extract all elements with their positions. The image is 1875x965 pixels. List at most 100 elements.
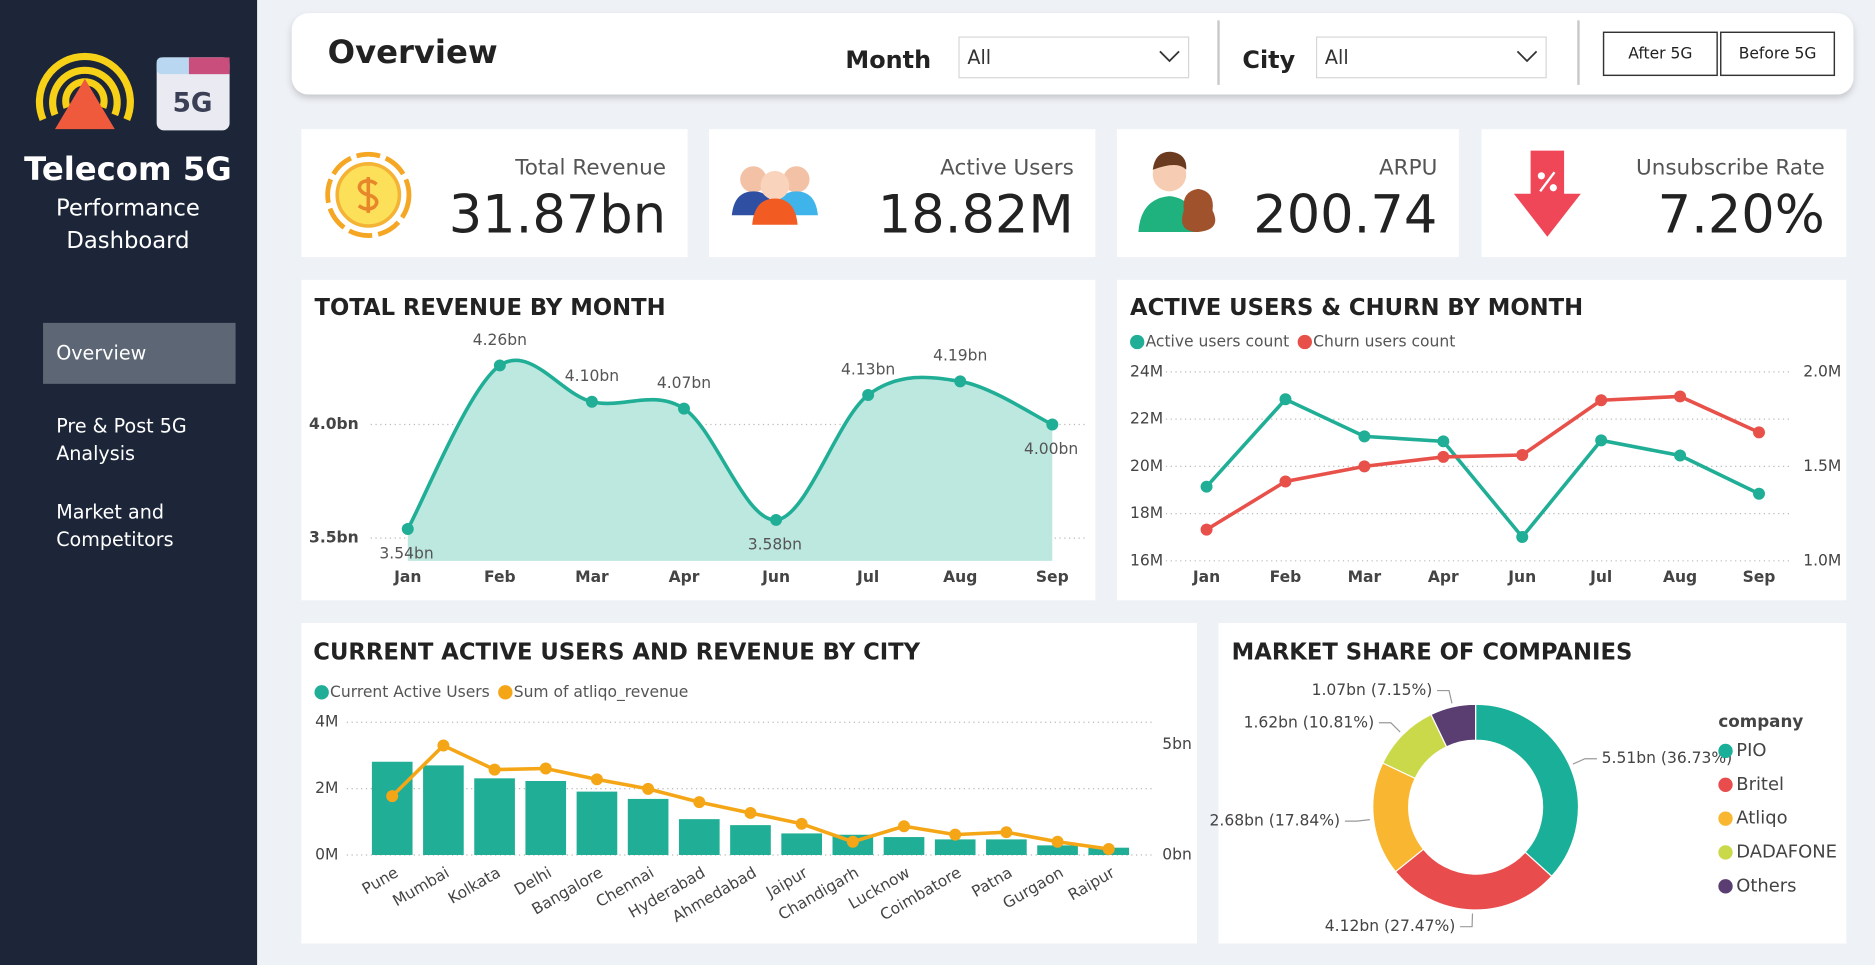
bar [934, 839, 976, 855]
x-tick-label: Jun [1507, 568, 1536, 586]
data-label: 4.26bn [473, 331, 527, 349]
series-line [1205, 397, 1760, 540]
point [1437, 450, 1450, 463]
bar [1037, 845, 1078, 855]
point [949, 828, 962, 841]
bar [781, 833, 822, 855]
point [1358, 430, 1371, 443]
arpu-icon [1138, 151, 1216, 232]
sidebar [0, 0, 258, 965]
toggle-button-label: After 5G [1628, 44, 1692, 62]
nav-item[interactable]: Analysis [56, 442, 135, 465]
data-label: 4.00bn [1024, 440, 1078, 458]
leader-line [1460, 913, 1474, 928]
y2-tick-label: 1.0M [1803, 551, 1841, 569]
point [693, 796, 706, 809]
legend-label: Active users count [1146, 332, 1290, 350]
y-tick-label: 16M [1130, 551, 1163, 569]
point [1000, 826, 1013, 839]
legend-swatch [1718, 811, 1733, 826]
y-tick-label: 4M [315, 713, 338, 731]
kpi-value: 7.20% [1658, 184, 1825, 245]
toggle-button[interactable] [1602, 31, 1718, 77]
kpi-value: 200.74 [1253, 184, 1437, 245]
data-label: 3.54bn [379, 545, 433, 563]
point [770, 513, 783, 526]
filter-label: City [1242, 46, 1295, 74]
data-label: 4.19bn [933, 347, 987, 365]
y-tick-label: 20M [1130, 457, 1163, 475]
nav-item[interactable]: Overview [56, 341, 146, 364]
point [437, 739, 450, 752]
point [1595, 394, 1608, 407]
legend-swatch [1718, 743, 1733, 759]
dropdown[interactable] [1315, 36, 1547, 79]
x-tick-label: Feb [1270, 568, 1302, 586]
chart-panel [1116, 279, 1847, 601]
y-tick-label: 2M [315, 779, 338, 797]
bar [730, 825, 771, 855]
legend-label: Sum of atliqo_revenue [514, 683, 689, 702]
kpi-label: Unsubscribe Rate [1636, 156, 1825, 181]
legend-label: Britel [1736, 774, 1784, 795]
point [1595, 434, 1608, 447]
point [1516, 449, 1529, 461]
data-label: 4.10bn [565, 367, 619, 385]
data-label: 4.12bn (27.47%) [1325, 917, 1456, 935]
bar [678, 819, 720, 855]
nav-item[interactable]: Market and [56, 500, 164, 523]
y-tick-label: 3.5bn [309, 529, 359, 547]
nav-item[interactable]: Competitors [56, 528, 173, 551]
app-subtitle: Performance [56, 196, 200, 222]
legend-swatch [1130, 334, 1145, 350]
legend-title: company [1718, 711, 1803, 731]
x-tick-label: Sep [1743, 568, 1776, 586]
kpi-value: 18.82M [878, 184, 1074, 245]
legend-label: Others [1736, 875, 1796, 896]
x-tick-label: Feb [484, 568, 516, 586]
chart-title: CURRENT ACTIVE USERS AND REVENUE BY CITY [313, 639, 920, 665]
kpi-label: Active Users [940, 156, 1074, 181]
point [642, 782, 655, 795]
point [1200, 523, 1213, 536]
data-label: 1.62bn (10.81%) [1244, 713, 1375, 731]
point [493, 359, 506, 372]
x-tick-label: Jan [1192, 568, 1220, 586]
x-tick-label: Mar [1348, 568, 1382, 586]
bar [883, 837, 925, 855]
dropdown[interactable] [958, 36, 1190, 79]
logo-badge-text: 5G [173, 89, 213, 119]
y-tick-label: 0M [315, 845, 338, 863]
dropdown-value: All [1325, 46, 1349, 69]
kpi-card [1116, 129, 1459, 258]
y-tick-label: 4.0bn [309, 415, 359, 433]
legend-swatch [1718, 879, 1733, 894]
y-tick-label: 18M [1130, 504, 1163, 522]
x-tick-label: Jul [1589, 568, 1612, 586]
users-icon [731, 166, 818, 225]
toggle-button[interactable] [1720, 31, 1836, 77]
bar [576, 791, 618, 855]
coin-icon [325, 151, 412, 238]
point [898, 820, 910, 833]
data-label: 1.07bn (7.15%) [1312, 681, 1433, 699]
point [590, 773, 603, 786]
leader-line [1378, 722, 1401, 733]
dropdown-value: All [967, 46, 991, 69]
legend-swatch [314, 685, 329, 700]
x-tick-label: Sep [1036, 568, 1069, 586]
point [488, 763, 501, 776]
nav-item[interactable]: Pre & Post 5G [56, 414, 187, 437]
area-fill [407, 360, 1053, 561]
legend-label: Atliqo [1736, 808, 1787, 829]
page-title: Overview [328, 33, 498, 71]
x-tick-label: Apr [1428, 568, 1459, 586]
legend-label: DADAFONE [1736, 841, 1837, 862]
chart-title: ACTIVE USERS & CHURN BY MONTH [1130, 295, 1583, 321]
point [744, 806, 757, 819]
x-tick-label: Apr [669, 568, 700, 586]
app-subtitle: Dashboard [66, 228, 189, 254]
data-label: 3.58bn [748, 536, 802, 554]
legend-swatch [1718, 845, 1733, 860]
